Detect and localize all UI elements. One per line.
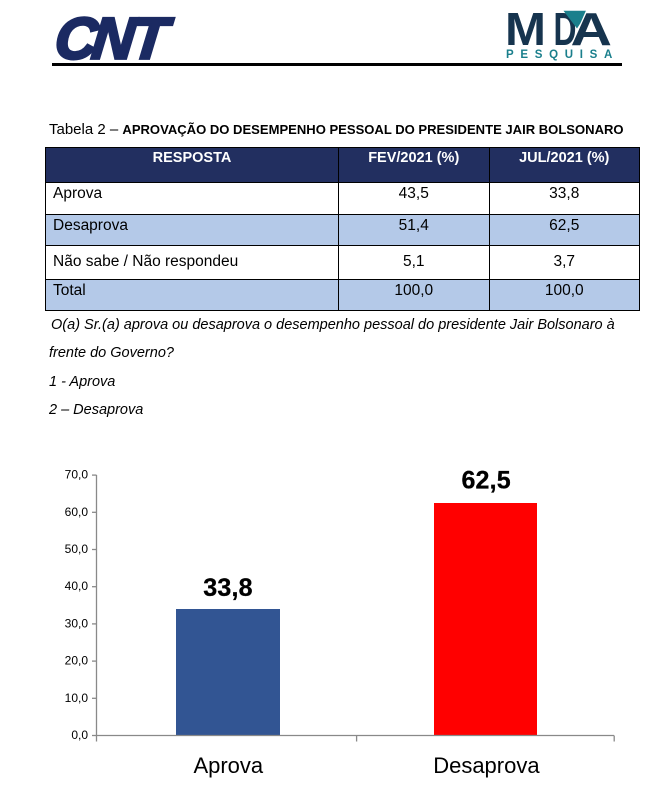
svg-text:0,0: 0,0 bbox=[71, 728, 88, 742]
svg-text:M: M bbox=[505, 3, 546, 55]
svg-text:20,0: 20,0 bbox=[65, 654, 89, 668]
svg-text:40,0: 40,0 bbox=[65, 579, 89, 593]
svg-text:A: A bbox=[571, 3, 613, 55]
svg-text:33,8: 33,8 bbox=[203, 574, 252, 602]
svg-text:N: N bbox=[89, 6, 140, 71]
svg-text:62,5: 62,5 bbox=[461, 467, 510, 495]
svg-text:50,0: 50,0 bbox=[65, 542, 89, 556]
svg-text:PESQUISA: PESQUISA bbox=[506, 49, 619, 61]
svg-text:60,0: 60,0 bbox=[65, 505, 89, 519]
svg-text:30,0: 30,0 bbox=[65, 616, 89, 630]
svg-text:Aprova: Aprova bbox=[193, 753, 263, 778]
svg-text:C: C bbox=[52, 6, 103, 71]
svg-text:70,0: 70,0 bbox=[65, 468, 89, 482]
svg-text:10,0: 10,0 bbox=[65, 691, 89, 705]
svg-text:Desaprova: Desaprova bbox=[433, 753, 540, 778]
